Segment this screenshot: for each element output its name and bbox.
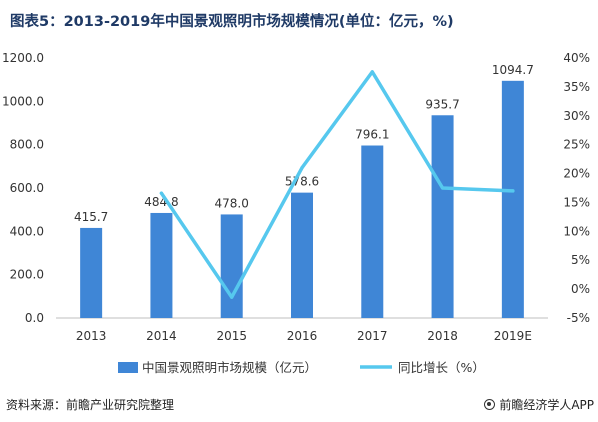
bar-data-label: 1094.7 bbox=[492, 63, 534, 77]
y-left-tick-label: 800.0 bbox=[10, 138, 44, 152]
chart-canvas: 0.0 200.0 400.0 600.0 800.0 1000.0 1200.0 -5% 0%… bbox=[2, 51, 590, 375]
growth-point bbox=[159, 191, 164, 195]
y-left-tick-label: 600.0 bbox=[10, 181, 44, 195]
growth-point bbox=[370, 70, 374, 74]
bar bbox=[501, 80, 524, 318]
bar-data-label: 796.1 bbox=[355, 128, 389, 142]
y-left-tick-label: 200.0 bbox=[10, 268, 44, 282]
x-tick-label: 2016 bbox=[287, 329, 318, 343]
source-note: 资料来源：前瞻产业研究院整理 bbox=[6, 398, 175, 412]
legend-bar-swatch bbox=[118, 362, 138, 373]
growth-point bbox=[440, 186, 445, 190]
bar-data-label: 935.7 bbox=[425, 97, 459, 111]
y-left-tick-label: 1000.0 bbox=[2, 94, 44, 108]
bar bbox=[80, 227, 103, 318]
brand-credit: 前瞻经济学人APP bbox=[484, 396, 594, 413]
y-right-tick-label: 15% bbox=[563, 195, 590, 209]
bar bbox=[361, 145, 384, 318]
y-right-tick-label: -5% bbox=[567, 311, 590, 325]
y-left-tick-label: 0.0 bbox=[25, 311, 44, 325]
x-tick-label: 2018 bbox=[427, 329, 458, 343]
bar-data-label: 484.8 bbox=[144, 195, 178, 209]
y-right-tick-label: 25% bbox=[563, 138, 590, 152]
growth-line-group bbox=[159, 70, 515, 299]
growth-line bbox=[159, 70, 515, 299]
y-right-tick-label: 10% bbox=[563, 224, 590, 238]
y-right-tick-label: 5% bbox=[571, 253, 590, 267]
y-left-tick-label: 1200.0 bbox=[2, 51, 44, 65]
x-tick-label: 2013 bbox=[76, 329, 107, 343]
bar bbox=[291, 192, 313, 318]
y-right-tick-label: 30% bbox=[563, 109, 590, 123]
bar bbox=[220, 214, 243, 318]
y-right-tick-label: 20% bbox=[563, 167, 590, 181]
brand-logo-icon bbox=[484, 399, 496, 410]
legend-bar-label: 中国景观照明市场规模（亿元） bbox=[142, 360, 317, 375]
bar bbox=[431, 115, 454, 318]
axes-group: 0.0 200.0 400.0 600.0 800.0 1000.0 1200.0 -5% 0%… bbox=[2, 51, 590, 343]
x-tick-label: 2017 bbox=[357, 329, 388, 343]
y-right-tick-label: 40% bbox=[563, 51, 590, 65]
x-tick-label: 2014 bbox=[146, 329, 177, 343]
chart-title: 图表5：2013-2019年中国景观照明市场规模情况(单位：亿元，%) bbox=[10, 14, 454, 30]
growth-point bbox=[230, 295, 234, 299]
legend: 中国景观照明市场规模（亿元） 同比增长（%） bbox=[118, 360, 485, 375]
bar-data-label: 478.0 bbox=[215, 196, 249, 210]
y-left-tick-label: 400.0 bbox=[10, 224, 44, 238]
growth-point bbox=[511, 189, 515, 193]
brand-text: 前瞻经济学人APP bbox=[499, 398, 594, 412]
bars-group bbox=[80, 80, 524, 318]
y-right-tick-label: 0% bbox=[571, 282, 590, 296]
y-right-tick-label: 35% bbox=[563, 80, 590, 94]
legend-line-label: 同比增长（%） bbox=[398, 360, 485, 375]
x-tick-label: 2019E bbox=[494, 329, 532, 343]
x-tick-label: 2015 bbox=[216, 329, 247, 343]
bar bbox=[150, 212, 173, 318]
growth-point bbox=[300, 166, 304, 170]
bar-data-label: 415.7 bbox=[74, 210, 108, 224]
